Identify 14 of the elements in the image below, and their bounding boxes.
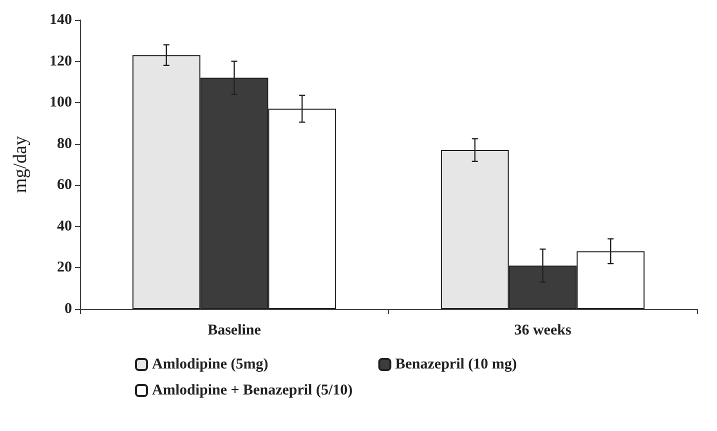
- y-axis-title: mg/day: [10, 136, 31, 193]
- y-tick-label: 20: [57, 260, 72, 276]
- y-tick-label: 60: [57, 177, 72, 194]
- legend-label: Amlodipine + Benazepril (5/10): [152, 382, 353, 398]
- y-tick-label: 100: [50, 94, 72, 111]
- x-tick-label: Baseline: [208, 322, 262, 338]
- y-tick-label: 0: [64, 301, 72, 317]
- x-tick-label: 36 weeks: [514, 322, 572, 338]
- legend-label: Benazepril (10 mg): [395, 356, 517, 372]
- y-tick-label: 80: [57, 136, 72, 152]
- legend-label: Amlodipine (5mg): [152, 356, 268, 372]
- y-tick-label: 40: [57, 218, 72, 234]
- y-tick-label: 140: [50, 12, 72, 28]
- y-tick-label: 120: [50, 53, 72, 70]
